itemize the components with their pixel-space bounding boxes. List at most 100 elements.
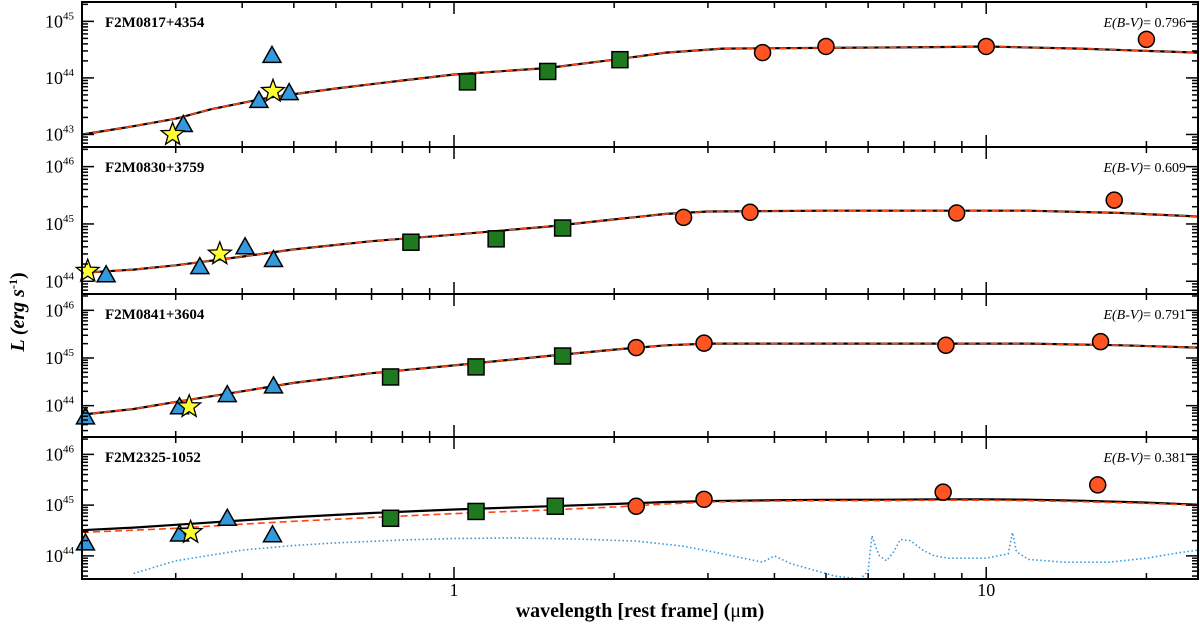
panel-markers: [75, 476, 1107, 551]
y-tick-label-exp: 45: [63, 10, 75, 22]
panel-frame: [81, 1, 1199, 148]
circle-marker: [695, 490, 713, 509]
triangle-marker: [95, 264, 117, 283]
ebv-label-prefix: E(B-V): [1102, 161, 1143, 176]
y-tick-label: 1045: [45, 213, 75, 234]
ebv-label: E(B-V)= 0.609: [1102, 161, 1186, 176]
y-tick-label-base: 10: [45, 348, 63, 368]
square-marker: [487, 230, 505, 248]
y-tick-label: 1046: [45, 443, 75, 464]
y-tick-label-base: 10: [45, 546, 63, 566]
x-axis-label-main: wavelength [rest frame] (: [516, 600, 731, 622]
square-marker: [546, 497, 565, 516]
panel-curves: [82, 45, 1198, 136]
circle-marker: [977, 37, 995, 56]
square-marker: [553, 347, 572, 365]
square-marker: [467, 502, 485, 521]
square-marker: [467, 358, 485, 376]
panel-title: F2M0830+3759: [105, 160, 204, 176]
star-marker: [176, 392, 203, 418]
ebv-label: E(B-V)= 0.381: [1102, 451, 1186, 466]
square-marker: [381, 368, 400, 386]
circle-marker: [674, 208, 693, 227]
model-dashed-line: [82, 499, 1198, 534]
ebv-label-value: = 0.381: [1143, 451, 1186, 466]
circle-marker: [817, 37, 835, 56]
y-tick-label-exp: 44: [63, 395, 75, 407]
y-tick-label: 1044: [45, 270, 75, 291]
y-tick-label-exp: 45: [63, 213, 75, 225]
circle-marker: [741, 203, 759, 222]
square-marker: [611, 50, 629, 69]
triangle-marker: [217, 507, 238, 527]
panel-markers: [159, 30, 1156, 146]
panel-title: F2M0817+4354: [105, 15, 205, 31]
panel-ticks: [81, 147, 1198, 295]
y-tick-label-base: 10: [45, 157, 63, 177]
y-tick-label-exp: 45: [63, 494, 75, 506]
y-axis-label-close: ): [7, 272, 29, 279]
model-solid-line: [82, 498, 1198, 532]
circle-marker: [1105, 191, 1123, 209]
triangle-marker: [189, 256, 211, 275]
y-tick-label-base: 10: [45, 300, 63, 320]
y-tick-label-base: 10: [45, 495, 63, 515]
panel-curves: [82, 498, 1198, 579]
y-tick-label: 1045: [45, 347, 75, 368]
square-marker: [538, 62, 557, 81]
triangle-marker: [217, 384, 238, 403]
circle-marker: [1088, 476, 1107, 494]
y-tick-label: 1045: [45, 10, 75, 31]
y-tick-label: 1046: [45, 299, 75, 320]
ebv-label-value: = 0.796: [1143, 16, 1186, 31]
ebv-label-prefix: E(B-V): [1102, 451, 1143, 466]
square-marker: [402, 233, 420, 251]
star-marker: [74, 257, 101, 283]
x-tick-label: 10: [977, 580, 995, 600]
triangle-marker: [261, 44, 283, 64]
panel-ticks: [81, 294, 1198, 437]
y-tick-label-base: 10: [45, 444, 63, 464]
panel-frame: [81, 146, 1199, 295]
panel-frame: [81, 293, 1199, 438]
y-tick-label-base: 10: [45, 68, 63, 88]
model-dashed-line: [82, 209, 1198, 274]
y-tick-label: 1045: [45, 494, 75, 515]
triangle-marker: [278, 82, 300, 101]
model-dashed-line: [82, 45, 1198, 136]
x-axis-label-unit: m): [741, 600, 764, 622]
ebv-label-prefix: E(B-V): [1102, 16, 1143, 31]
star-marker: [159, 120, 186, 146]
square-marker: [458, 73, 477, 91]
y-tick-label-base: 10: [45, 396, 63, 416]
model-solid-line: [82, 209, 1198, 274]
y-tick-label-base: 10: [45, 11, 63, 31]
y-axis-label-sup: -1: [6, 279, 20, 289]
triangle-marker: [263, 248, 284, 268]
circle-marker: [695, 334, 713, 352]
panel-title: F2M0841+3604: [105, 307, 205, 323]
x-axis-label-mu: μ: [730, 600, 741, 622]
y-tick-label-exp: 45: [63, 347, 75, 359]
y-tick-label-exp: 46: [63, 443, 75, 455]
y-tick-label-exp: 46: [63, 299, 75, 311]
triangle-marker: [75, 532, 96, 551]
star-marker: [259, 77, 287, 103]
y-tick-label-exp: 44: [63, 67, 75, 79]
panel-curves: [82, 209, 1198, 274]
y-tick-label: 1046: [45, 156, 75, 177]
y-tick-label: 1044: [45, 67, 75, 88]
circle-marker: [947, 204, 966, 222]
circle-marker: [627, 338, 645, 357]
triangle-marker: [248, 89, 270, 109]
y-tick-label: 1044: [45, 395, 75, 416]
y-tick-label: 1043: [45, 123, 75, 144]
circle-marker: [753, 43, 772, 62]
